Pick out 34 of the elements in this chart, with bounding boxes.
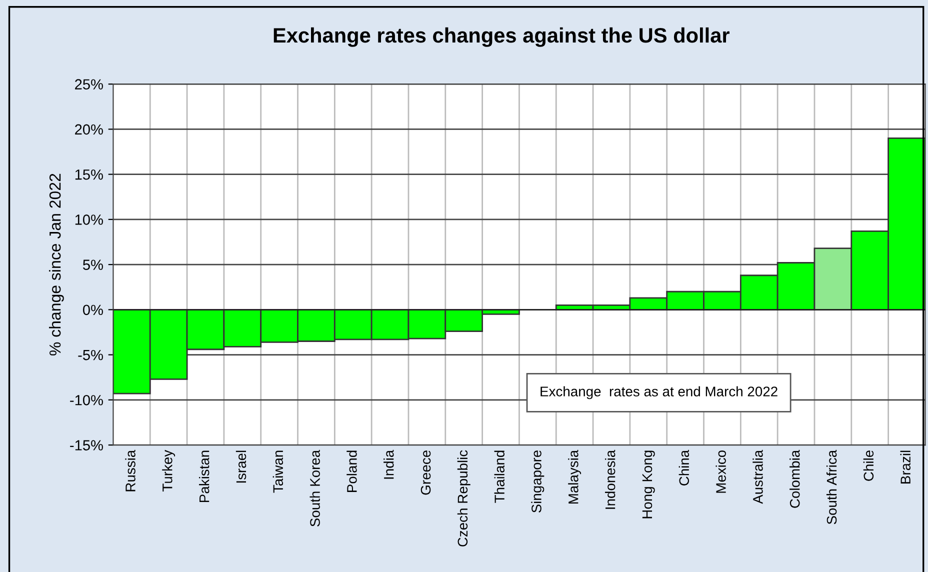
x-tick-label: Poland: [346, 450, 357, 492]
x-tick-label: Thailand: [494, 450, 504, 503]
x-tick-label: Malaysia: [568, 450, 582, 504]
y-tick-label: 5%: [83, 260, 103, 270]
x-tick-label: Indonesia: [605, 450, 616, 509]
x-tick-label: Pakistan: [199, 450, 210, 502]
y-tick-label: -5%: [78, 350, 103, 360]
x-tick-label: Greece: [420, 450, 431, 495]
x-tick-label: Turkey: [162, 450, 176, 492]
y-tick-label: 0%: [82, 304, 103, 316]
y-tick-label: 20%: [75, 124, 103, 135]
y-tick-label: 15%: [75, 169, 103, 180]
x-tick-label: Australia: [752, 450, 763, 504]
x-tick-label: South Korea: [310, 450, 320, 526]
annotation: Exchange rates as at end March 2022: [540, 386, 778, 400]
x-tick-label: Colombia: [790, 450, 800, 508]
x-tick-label: Israel: [236, 450, 246, 483]
x-tick-label: Russia: [125, 450, 136, 492]
y-tick-label: -15%: [70, 440, 103, 450]
y-axis-title: % change since Jan 2022: [49, 174, 64, 356]
x-tick-label: Chile: [863, 450, 874, 481]
x-tick-label: Czech Republic: [457, 450, 470, 546]
x-tick-label: Mexico: [716, 450, 726, 493]
x-tick-label: China: [678, 450, 690, 486]
chart-title: Exchange rates changes against the US dollar: [274, 27, 730, 47]
x-tick-label: India: [384, 450, 394, 479]
x-tick-label: Taiwan: [272, 450, 284, 493]
x-tick-label: Hong Kong: [642, 450, 655, 518]
y-tick-label: -10%: [70, 395, 103, 406]
x-tick-label: Brazil: [900, 450, 910, 484]
x-tick-label: Singapore: [531, 450, 544, 513]
y-tick-label: 10%: [75, 214, 103, 225]
y-tick-label: 25%: [75, 79, 103, 90]
x-tick-label: South Africa: [826, 450, 837, 524]
